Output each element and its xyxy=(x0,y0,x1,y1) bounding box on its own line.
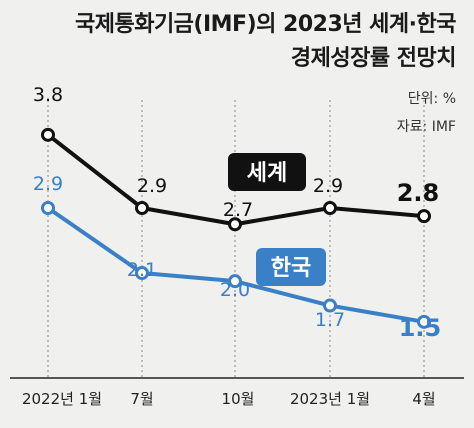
legend-label-korea: 한국 xyxy=(271,256,311,281)
data-label-world-1: 2.9 xyxy=(137,175,167,197)
data-label-korea-2: 2.0 xyxy=(220,279,250,301)
data-point-world-1 xyxy=(135,201,149,215)
unit-label: 단위: % xyxy=(407,91,456,107)
data-point-world-3 xyxy=(323,201,337,215)
data-point-korea-2 xyxy=(228,274,242,289)
data-label-world-4: 2.8 xyxy=(397,179,440,207)
data-label-korea-3: 1.7 xyxy=(315,309,345,331)
data-point-korea-0 xyxy=(41,201,55,215)
x-tick-label-3: 2023년 1월 xyxy=(290,390,370,408)
data-label-world-2: 2.7 xyxy=(223,199,253,221)
source-label: 자료: IMF xyxy=(396,119,456,135)
data-label-korea-0: 2.9 xyxy=(33,173,63,195)
data-label-world-0: 3.8 xyxy=(33,84,63,106)
legend-tag-korea xyxy=(256,248,326,286)
chart-title-line-1: 국제통화기금(IMF)의 2023년 세계·한국 xyxy=(74,12,457,37)
x-tick-label-0: 2022년 1월 xyxy=(22,390,102,408)
x-tick-label-1: 7월 xyxy=(130,390,153,408)
x-tick-label-2: 10월 xyxy=(222,390,255,408)
data-point-korea-4 xyxy=(417,314,431,329)
legend-label-world: 세계 xyxy=(247,161,287,186)
data-point-korea-1 xyxy=(135,266,149,281)
legend-tag-world xyxy=(228,153,306,191)
data-point-world-0 xyxy=(41,127,55,142)
data-point-korea-3 xyxy=(323,298,337,313)
data-label-korea-1: 2.1 xyxy=(127,259,157,281)
chart-title-line-2: 경제성장률 전망치 xyxy=(290,46,457,71)
x-tick-label-4: 4월 xyxy=(412,390,435,408)
data-label-world-3: 2.9 xyxy=(313,175,343,197)
data-point-world-2 xyxy=(228,217,242,232)
data-label-korea-4: 1.5 xyxy=(399,314,442,342)
data-point-world-4 xyxy=(417,209,431,224)
